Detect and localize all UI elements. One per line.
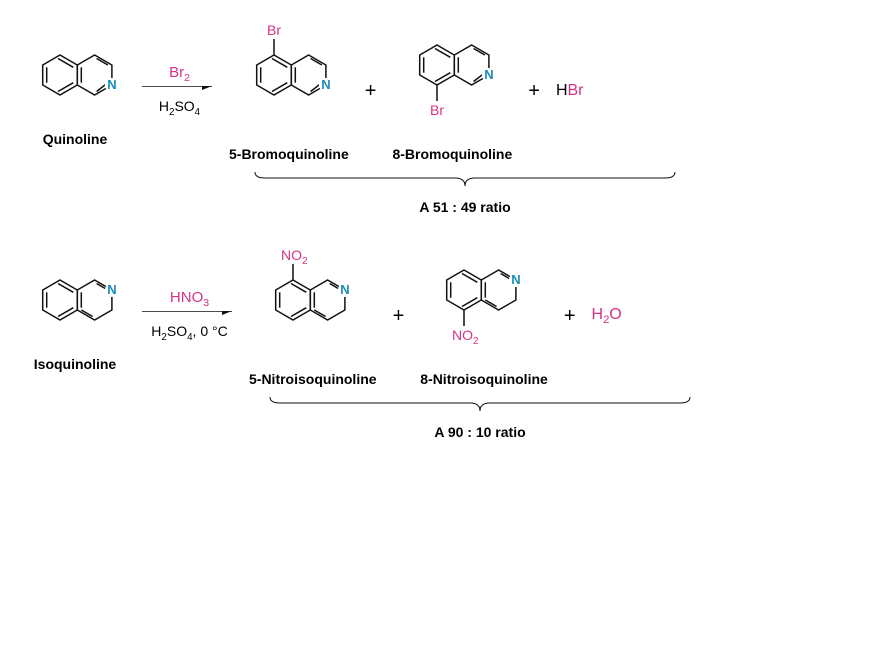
product3-label: 5-Nitroisoquinoline (249, 371, 377, 387)
sub-no2-8: NO2 (452, 327, 479, 347)
reactant-label: Quinoline (43, 131, 108, 147)
sub-br-5: Br (267, 22, 281, 38)
product4-label: 8-Nitroisoquinoline (420, 371, 548, 387)
arrow-2: HNO3 H2SO4, 0 °C (142, 289, 237, 343)
quinoline-reactant: Quinoline (20, 35, 130, 147)
ratio-2: A 90 : 10 ratio (265, 395, 695, 440)
product-8bromo: Br 8-Bromoquinoline (392, 20, 512, 162)
ratio2-label: A 90 : 10 ratio (265, 424, 695, 440)
reagent-bot-2: H2SO4, 0 °C (151, 323, 227, 343)
ratio-1: A 51 : 49 ratio (250, 170, 680, 215)
reaction-1: Quinoline Br2 H2SO4 Br 5-Bromoquinoline … (20, 20, 865, 162)
reagent-top-1: Br2 (169, 64, 190, 84)
ratio1-label: A 51 : 49 ratio (250, 199, 680, 215)
product2-label: 8-Bromoquinoline (392, 146, 512, 162)
reagent-bot-1: H2SO4 (159, 98, 200, 118)
product-5bromo: Br 5-Bromoquinoline (229, 20, 349, 162)
plus-icon: + (524, 80, 544, 103)
sub-no2-5: NO2 (281, 247, 308, 267)
plus-icon: + (361, 80, 381, 103)
byproduct-hbr: HBr (556, 82, 584, 100)
isoquinoline-reactant: Isoquinoline (20, 260, 130, 372)
product-8nitro: NO2 8-Nitroisoquinoline (420, 245, 548, 387)
arrow-1: Br2 H2SO4 (142, 64, 217, 118)
product1-label: 5-Bromoquinoline (229, 146, 349, 162)
byproduct-h2o: H2O (592, 306, 622, 326)
sub-br-8: Br (430, 102, 444, 118)
reagent-top-2: HNO3 (170, 289, 209, 309)
plus-icon: + (389, 305, 409, 328)
plus-icon: + (560, 305, 580, 328)
product-5nitro: NO2 5-Nitroisoquinoline (249, 245, 377, 387)
reaction-2: Isoquinoline HNO3 H2SO4, 0 °C NO2 5-Nitr… (20, 245, 865, 387)
reactant2-label: Isoquinoline (34, 356, 116, 372)
